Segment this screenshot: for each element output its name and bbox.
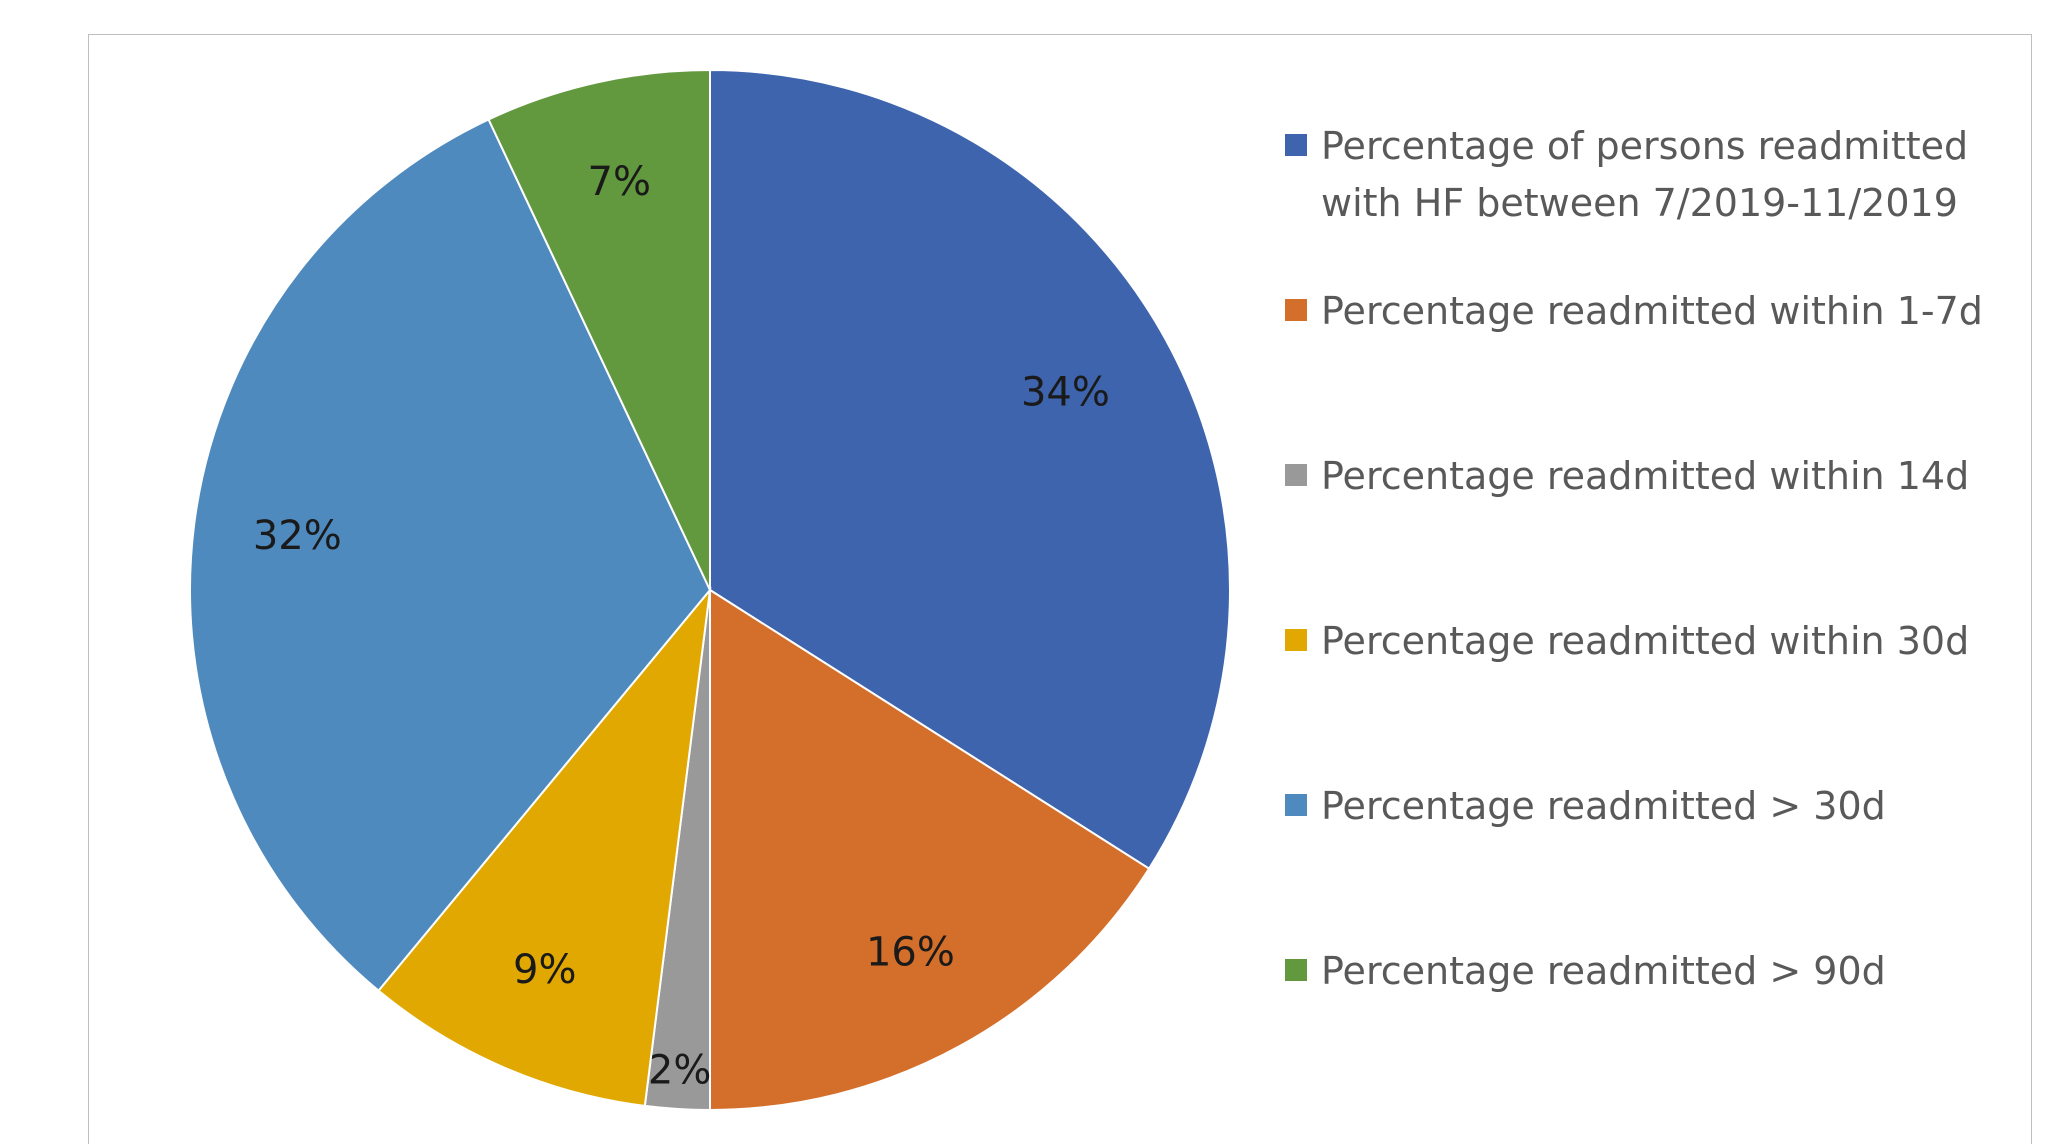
legend-label-4: Percentage readmitted within 30d [1321,619,1970,663]
legend-label-2: Percentage readmitted within 1-7d [1321,289,1983,333]
slice-label-2: 16% [866,930,955,976]
legend-swatch-4 [1285,629,1307,651]
pie-slice-6 [487,68,711,591]
legend-label-3: Percentage readmitted within 14d [1321,454,1970,498]
slice-label-1: 34% [1021,370,1110,416]
pie-slice-2 [709,588,1151,1112]
slice-label-5: 32% [253,513,342,559]
legend-swatch-5 [1285,794,1307,816]
legend-item-2: Percentage readmitted within 1-7d [1285,283,2021,340]
slice-label-6: 7% [588,159,651,205]
legend-item-1: Percentage of persons readmitted with HF… [1285,118,2021,232]
legend-swatch-6 [1285,959,1307,981]
pie-slice-4 [377,586,712,1108]
slice-label-4: 9% [513,947,576,993]
legend-swatch-1 [1285,134,1307,156]
pie-slice-1 [709,68,1231,871]
legend-swatch-2 [1285,299,1307,321]
legend-item-4: Percentage readmitted within 30d [1285,613,2021,670]
legend-label-5: Percentage readmitted > 30d [1321,784,1886,828]
legend-item-3: Percentage readmitted within 14d [1285,448,2021,505]
legend-label-1: Percentage of persons readmitted with HF… [1321,124,1969,225]
legend-swatch-3 [1285,464,1307,486]
legend-item-6: Percentage readmitted > 90d [1285,943,2021,1000]
legend-item-5: Percentage readmitted > 30d [1285,778,2021,835]
slice-label-3: 2% [648,1048,711,1094]
legend-label-6: Percentage readmitted > 90d [1321,949,1886,993]
pie-slice-5 [189,118,712,993]
